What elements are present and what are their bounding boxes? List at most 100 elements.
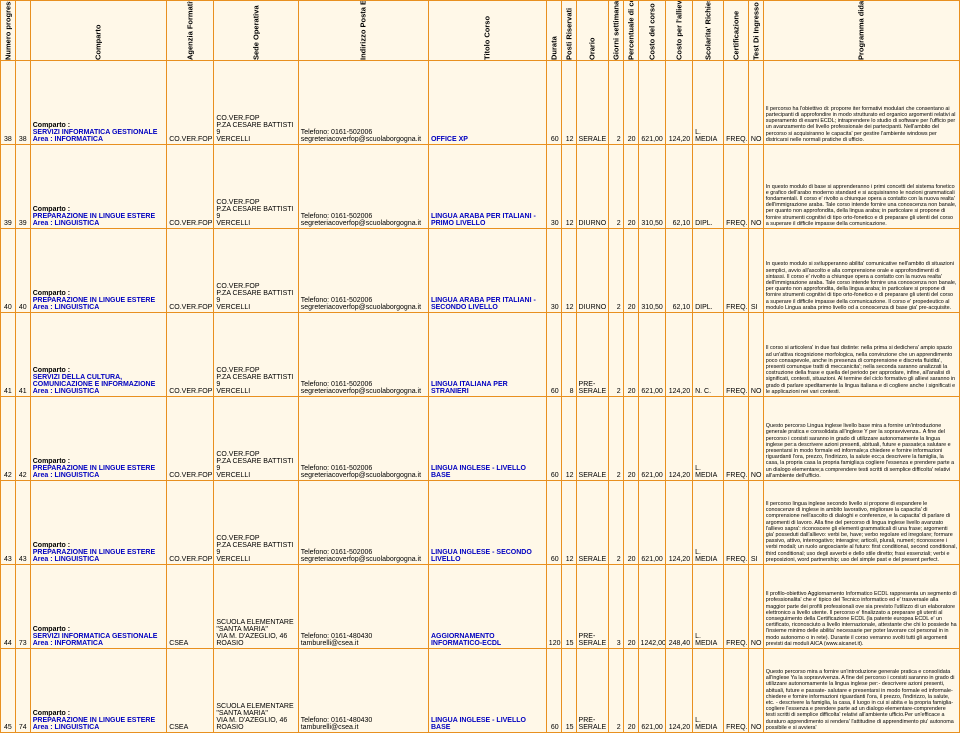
- cell: DIURNO: [576, 229, 608, 313]
- cell: 38: [1, 61, 16, 145]
- cell: L. MEDIA: [693, 61, 724, 145]
- cell: 20: [623, 313, 638, 397]
- cell: 20: [623, 145, 638, 229]
- cell: Il percorso ha l'obiettivo di: proporre …: [763, 61, 959, 145]
- cell: CO.VER.FOP: [167, 481, 214, 565]
- cell: NO: [748, 565, 763, 649]
- cell: FREQ.: [724, 565, 749, 649]
- cell: Comparto :PREPARAZIONE IN LINGUE ESTEREA…: [30, 145, 166, 229]
- cell: In questo modulo di base si apprenderann…: [763, 145, 959, 229]
- cell: CO.VER.FOPP.ZA CESARE BATTISTI 9VERCELLI: [214, 481, 298, 565]
- course-table: Numero progressivo del corsoCompartoAgen…: [0, 0, 960, 733]
- cell: 2: [608, 229, 623, 313]
- cell: 42: [15, 397, 30, 481]
- cell: Comparto :SERVIZI DELLA CULTURA, COMUNIC…: [30, 313, 166, 397]
- table-body: 3838Comparto :SERVIZI INFORMATICA GESTIO…: [1, 61, 960, 733]
- col-header: Giorni settimanali di impegno: [608, 1, 623, 61]
- cell: Il percorso lingua inglese secondo livel…: [763, 481, 959, 565]
- cell: 74: [15, 649, 30, 733]
- cell: CO.VER.FOP: [167, 229, 214, 313]
- cell: 15: [561, 649, 576, 733]
- cell: CO.VER.FOPP.ZA CESARE BATTISTI 9VERCELLI: [214, 145, 298, 229]
- cell: NO: [748, 649, 763, 733]
- cell: 621,00: [638, 397, 665, 481]
- cell: CSEA: [167, 649, 214, 733]
- cell: LINGUA ARABA PER ITALIANI - PRIMO LIVELL…: [428, 145, 546, 229]
- cell: CO.VER.FOP: [167, 61, 214, 145]
- cell: CSEA: [167, 565, 214, 649]
- col-header: Titolo Corso: [428, 1, 546, 61]
- cell: OFFICE XP: [428, 61, 546, 145]
- cell: SERALE: [576, 61, 608, 145]
- cell: 124,20: [665, 313, 692, 397]
- cell: 43: [1, 481, 16, 565]
- cell: NO: [748, 397, 763, 481]
- cell: 60: [546, 61, 561, 145]
- cell: Questo percorso mira a fornire un'introd…: [763, 649, 959, 733]
- cell: Comparto :PREPARAZIONE IN LINGUE ESTEREA…: [30, 397, 166, 481]
- cell: 248,40: [665, 565, 692, 649]
- cell: 41: [15, 313, 30, 397]
- cell: 42: [1, 397, 16, 481]
- cell: Il profilo-obiettivo Aggiornamento Infor…: [763, 565, 959, 649]
- cell: DIURNO: [576, 145, 608, 229]
- cell: CO.VER.FOPP.ZA CESARE BATTISTI 9VERCELLI: [214, 397, 298, 481]
- cell: 2: [608, 145, 623, 229]
- cell: LINGUA INGLESE - LIVELLO BASE: [428, 649, 546, 733]
- col-header: Costo per l'allievo: [665, 1, 692, 61]
- cell: DIPL.: [693, 145, 724, 229]
- col-header: Numero progressivo del corso: [1, 1, 16, 61]
- cell: 20: [623, 397, 638, 481]
- cell: 39: [15, 145, 30, 229]
- cell: Questo percorso Lingua inglese livello b…: [763, 397, 959, 481]
- cell: 38: [15, 61, 30, 145]
- cell: 621,00: [638, 649, 665, 733]
- cell: 45: [1, 649, 16, 733]
- cell: SI: [748, 481, 763, 565]
- cell: Telefono: 0161-502006segreteriacoverfop@…: [298, 313, 428, 397]
- cell: 8: [561, 313, 576, 397]
- cell: L. MEDIA: [693, 649, 724, 733]
- cell: 2: [608, 397, 623, 481]
- cell: NO: [748, 61, 763, 145]
- cell: LINGUA ARABA PER ITALIANI - SECONDO LIVE…: [428, 229, 546, 313]
- cell: 43: [15, 481, 30, 565]
- cell: 20: [623, 61, 638, 145]
- cell: Comparto :PREPARAZIONE IN LINGUE ESTEREA…: [30, 229, 166, 313]
- cell: DIPL.: [693, 229, 724, 313]
- cell: 39: [1, 145, 16, 229]
- col-header: Posti Riservati: [561, 1, 576, 61]
- cell: Il corso si articolera' in due fasi dist…: [763, 313, 959, 397]
- col-header: Programma didattico: [763, 1, 959, 61]
- cell: N. C.: [693, 313, 724, 397]
- table-row: 4574Comparto :PREPARAZIONE IN LINGUE EST…: [1, 649, 960, 733]
- cell: 124,20: [665, 481, 692, 565]
- cell: FREQ.: [724, 481, 749, 565]
- cell: PRE-SERALE: [576, 649, 608, 733]
- cell: CO.VER.FOPP.ZA CESARE BATTISTI 9VERCELLI: [214, 229, 298, 313]
- cell: 3: [608, 565, 623, 649]
- cell: L. MEDIA: [693, 397, 724, 481]
- cell: 60: [546, 313, 561, 397]
- table-row: 4343Comparto :PREPARAZIONE IN LINGUE EST…: [1, 481, 960, 565]
- cell: LINGUA INGLESE - SECONDO LIVELLO: [428, 481, 546, 565]
- cell: 60: [546, 481, 561, 565]
- cell: NO: [748, 145, 763, 229]
- cell: 124,20: [665, 61, 692, 145]
- cell: CO.VER.FOPP.ZA CESARE BATTISTI 9VERCELLI: [214, 313, 298, 397]
- cell: 62,10: [665, 145, 692, 229]
- cell: SI: [748, 229, 763, 313]
- cell: 310,50: [638, 229, 665, 313]
- cell: 12: [561, 397, 576, 481]
- table-row: 4473Comparto :SERVIZI INFORMATICA GESTIO…: [1, 565, 960, 649]
- cell: 621,00: [638, 481, 665, 565]
- cell: 12: [561, 145, 576, 229]
- cell: 44: [1, 565, 16, 649]
- cell: 30: [546, 145, 561, 229]
- cell: 40: [15, 229, 30, 313]
- table-row: 4141Comparto :SERVIZI DELLA CULTURA, COM…: [1, 313, 960, 397]
- cell: Telefono: 0161-480430tamburelli@csea.it: [298, 649, 428, 733]
- col-header: [15, 1, 30, 61]
- cell: FREQ.: [724, 649, 749, 733]
- col-header: Test Di Ingresso: [748, 1, 763, 61]
